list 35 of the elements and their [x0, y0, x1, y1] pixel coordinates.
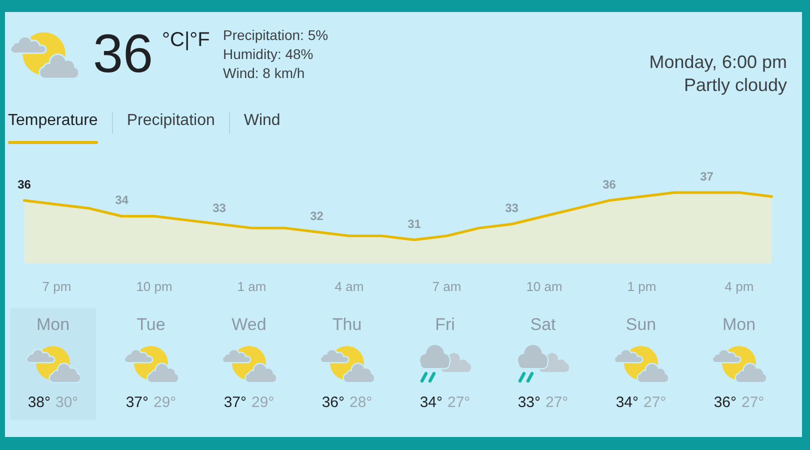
category-label: Wed — [232, 314, 266, 334]
data-label: 34 — [115, 193, 129, 208]
text: Wind — [244, 112, 280, 130]
x-tick-label: 7 pm — [42, 278, 72, 294]
x-tick-label: 10 am — [526, 278, 562, 294]
category-label: Thu — [332, 314, 362, 334]
data-label: 32 — [310, 208, 324, 223]
x-tick-label: 1 pm — [627, 278, 656, 294]
x-tick-label: 7 am — [432, 278, 462, 294]
data-label: 33 — [505, 201, 519, 216]
data-label: 27° — [742, 394, 764, 411]
data-label: 33 — [212, 201, 226, 216]
text: Partly cloudy — [684, 74, 787, 94]
x-tick-label: 10 pm — [136, 278, 172, 294]
text: 36 — [93, 24, 154, 84]
category-label: Mon — [36, 314, 70, 334]
x-tick-label: 4 pm — [724, 278, 754, 294]
category-label: Mon — [722, 314, 756, 334]
category-label: Fri — [435, 314, 455, 334]
category-label: Sun — [626, 314, 656, 334]
text: Precipitation — [126, 112, 215, 130]
data-label: 31 — [408, 216, 422, 231]
text: Humidity: 48% — [223, 46, 314, 62]
x-tick-label: 1 am — [237, 278, 266, 294]
category-label: Tue — [136, 314, 166, 334]
text: Monday, 6:00 pm — [649, 52, 787, 72]
data-label: 36 — [602, 177, 616, 192]
text: Temperature — [8, 112, 98, 130]
text: Precipitation: 5% — [223, 27, 328, 43]
data-label: 36 — [18, 177, 32, 192]
category-label: Sat — [530, 314, 556, 334]
text: Wind: 8 km/h — [223, 65, 305, 81]
x-tick-label: 4 am — [334, 278, 364, 294]
data-label: 37 — [700, 170, 714, 184]
text: °C|°F — [162, 28, 210, 50]
